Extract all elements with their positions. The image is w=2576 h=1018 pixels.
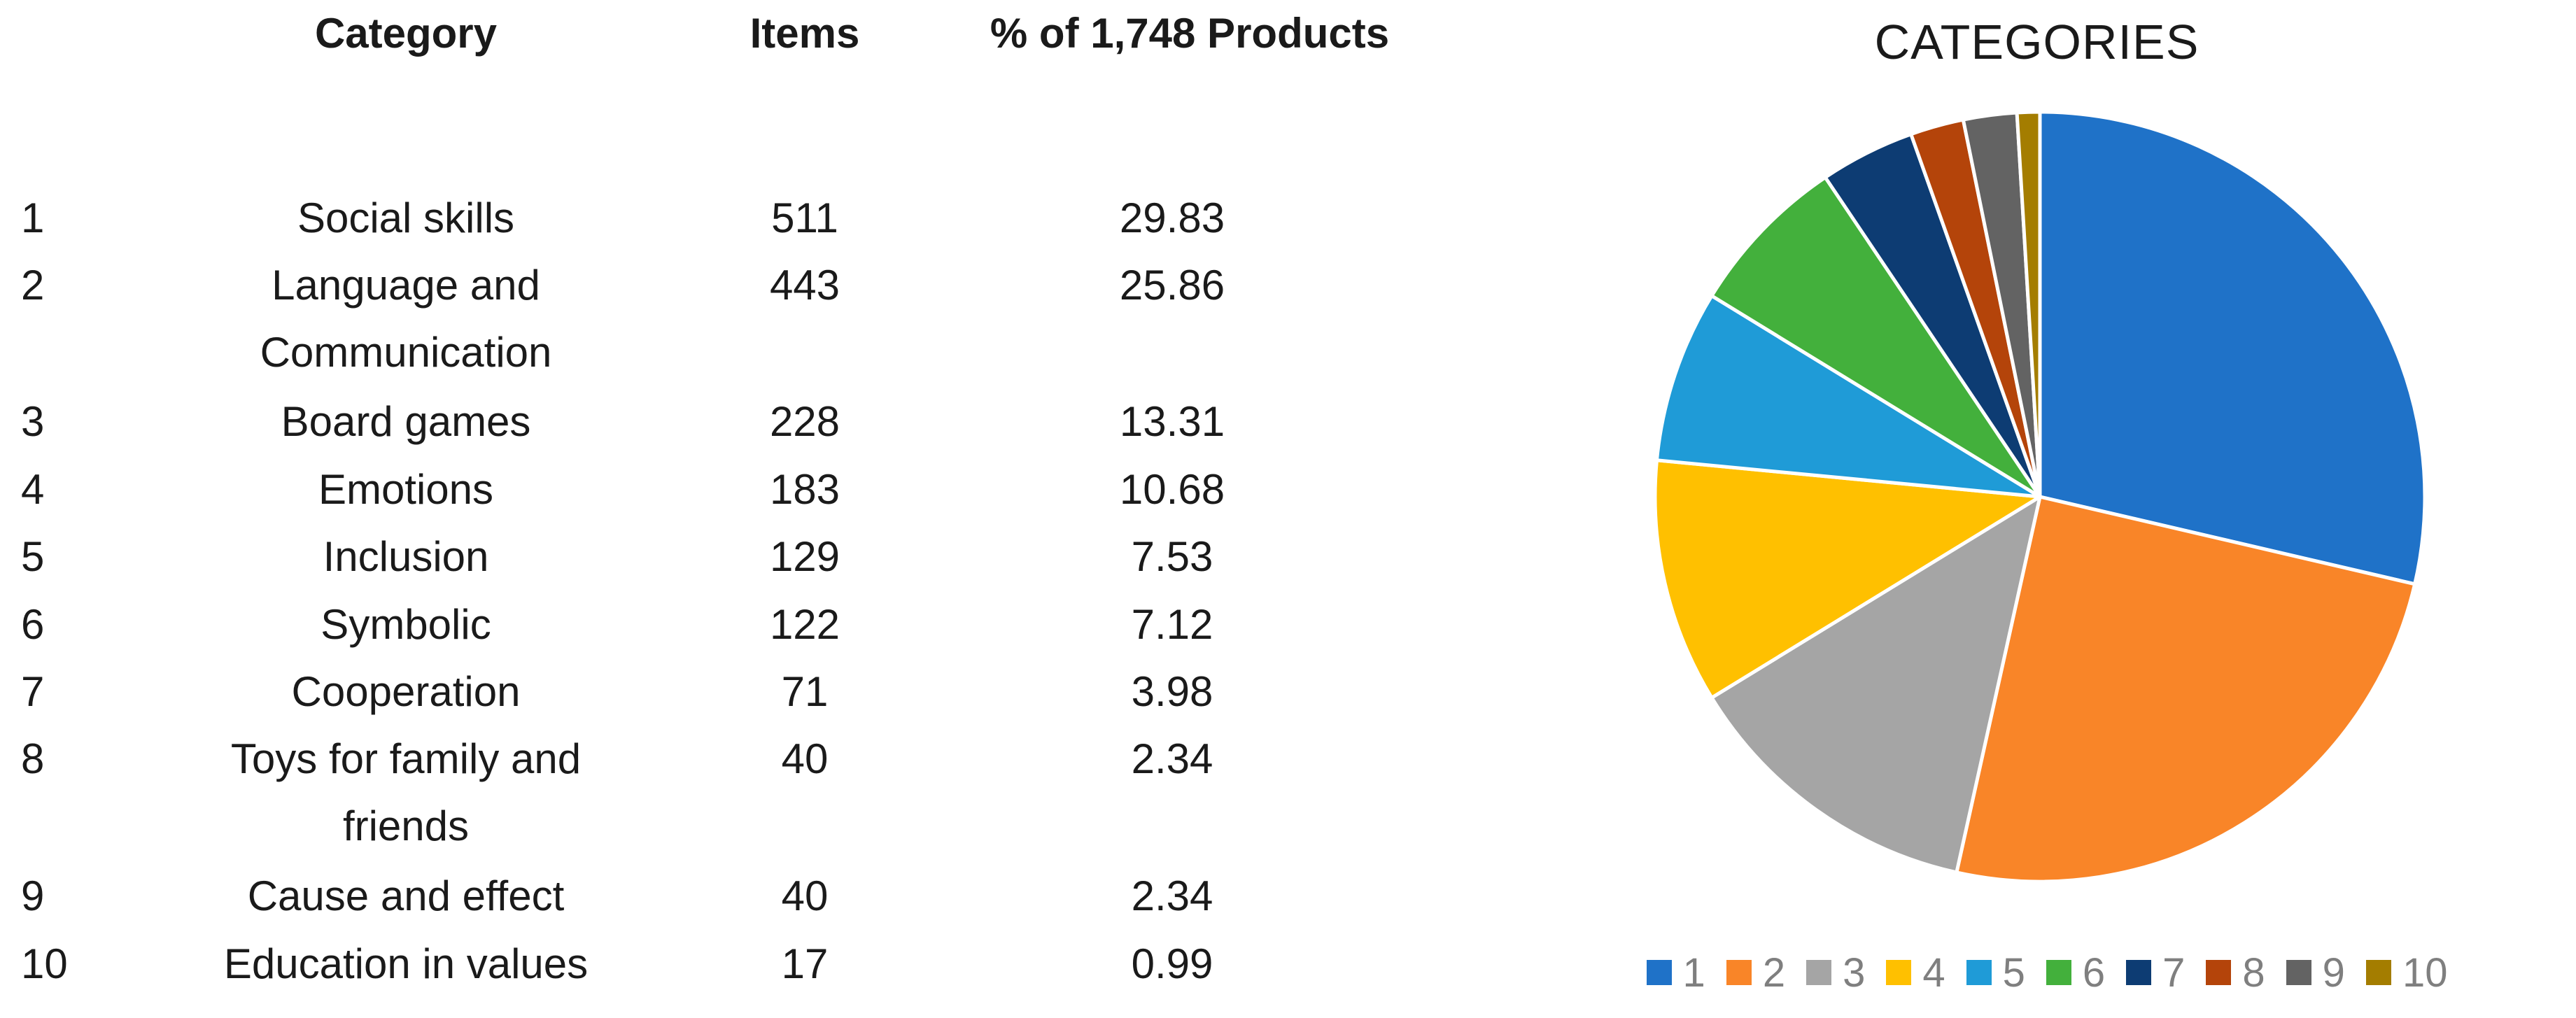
chart-legend: 1 2 3 4 5 6 7 8 9 10 [1526,938,2568,1008]
row-index: 2 [21,262,45,309]
legend-item-1: 1 [1646,949,1705,996]
row-category: Symbolic [321,601,491,648]
row-index: 1 [21,195,45,241]
row-items: 183 [769,466,840,513]
row-index: 3 [21,398,45,445]
row-index: 7 [21,668,45,715]
row-percent: 25.86 [1119,262,1225,309]
row-category: Cooperation [291,668,521,715]
row-index: 5 [21,533,45,580]
legend-item-5: 5 [1966,949,2025,996]
legend-item-7: 7 [2126,949,2185,996]
row-percent: 13.31 [1119,398,1225,445]
row-category: Toys for family and friends [230,735,582,849]
legend-swatch [1966,960,1992,985]
row-category: Education in values [223,940,589,987]
row-items: 71 [781,668,829,715]
chart-title: CATEGORIES [1874,15,2200,69]
row-index: 6 [21,601,45,648]
pie-slice-4 [1653,458,2042,700]
row-items: 228 [769,398,840,445]
pie-slice-1 [2038,110,2427,586]
row-items: 40 [781,735,829,782]
row-items: 17 [781,940,829,987]
row-percent: 0.99 [1131,940,1213,987]
legend-swatch [1806,960,1832,985]
row-index: 9 [21,872,45,919]
pie-chart: CATEGORIES 1 2 3 4 5 6 7 8 9 10 [1498,0,2576,1018]
legend-swatch [1646,960,1672,985]
row-percent: 10.68 [1119,466,1225,513]
row-index: 4 [21,466,45,513]
row-category: Language and Communication [260,262,552,376]
header-items: Items [749,10,860,57]
legend-item-2: 2 [1726,949,1785,996]
header-percent: % of 1,748 Products [990,10,1390,57]
row-percent: 2.34 [1131,872,1213,919]
legend-label: 3 [1843,949,1866,996]
legend-item-10: 10 [2365,949,2448,996]
row-percent: 7.12 [1131,601,1213,648]
legend-item-4: 4 [1886,949,1945,996]
legend-label: 9 [2322,949,2345,996]
row-percent: 7.53 [1131,533,1213,580]
legend-item-6: 6 [2046,949,2105,996]
pie-slice-5 [1654,294,2042,499]
row-category: Cause and effect [247,872,565,919]
legend-item-9: 9 [2286,949,2345,996]
row-items: 122 [769,601,840,648]
row-percent: 3.98 [1131,668,1213,715]
legend-label: 7 [2162,949,2186,996]
row-items: 511 [771,195,838,241]
legend-swatch [2206,960,2232,985]
pie-slice-2 [1955,495,2417,884]
legend-label: 8 [2242,949,2265,996]
pie-slice-6 [1710,176,2042,499]
row-index: 8 [21,735,45,782]
row-category: Inclusion [323,533,489,580]
row-category: Social skills [297,195,515,241]
legend-label: 6 [2082,949,2106,996]
row-items: 129 [769,533,840,580]
pie-slice-3 [1710,495,2042,875]
row-index: 10 [21,940,68,987]
legend-label: 5 [2002,949,2025,996]
row-items: 443 [769,262,840,309]
legend-swatch [2365,960,2391,985]
legend-item-8: 8 [2206,949,2265,996]
row-category: Board games [281,398,531,445]
legend-swatch [1726,960,1752,985]
header-category: Category [314,10,498,57]
legend-swatch [2126,960,2152,985]
row-items: 40 [781,872,829,919]
pie-svg [1653,110,2427,884]
legend-item-3: 3 [1806,949,1865,996]
row-percent: 29.83 [1119,195,1225,241]
row-category: Emotions [318,466,494,513]
legend-swatch [1886,960,1912,985]
pie-slice-10 [2015,110,2042,499]
legend-label: 2 [1762,949,1786,996]
category-table: Category Items % of 1,748 Products 1 Soc… [21,10,1390,987]
legend-label: 1 [1682,949,1705,996]
legend-swatch [2046,960,2071,985]
legend-label: 4 [1922,949,1945,996]
row-percent: 2.34 [1131,735,1213,782]
legend-label: 10 [2402,949,2448,996]
legend-swatch [2286,960,2311,985]
